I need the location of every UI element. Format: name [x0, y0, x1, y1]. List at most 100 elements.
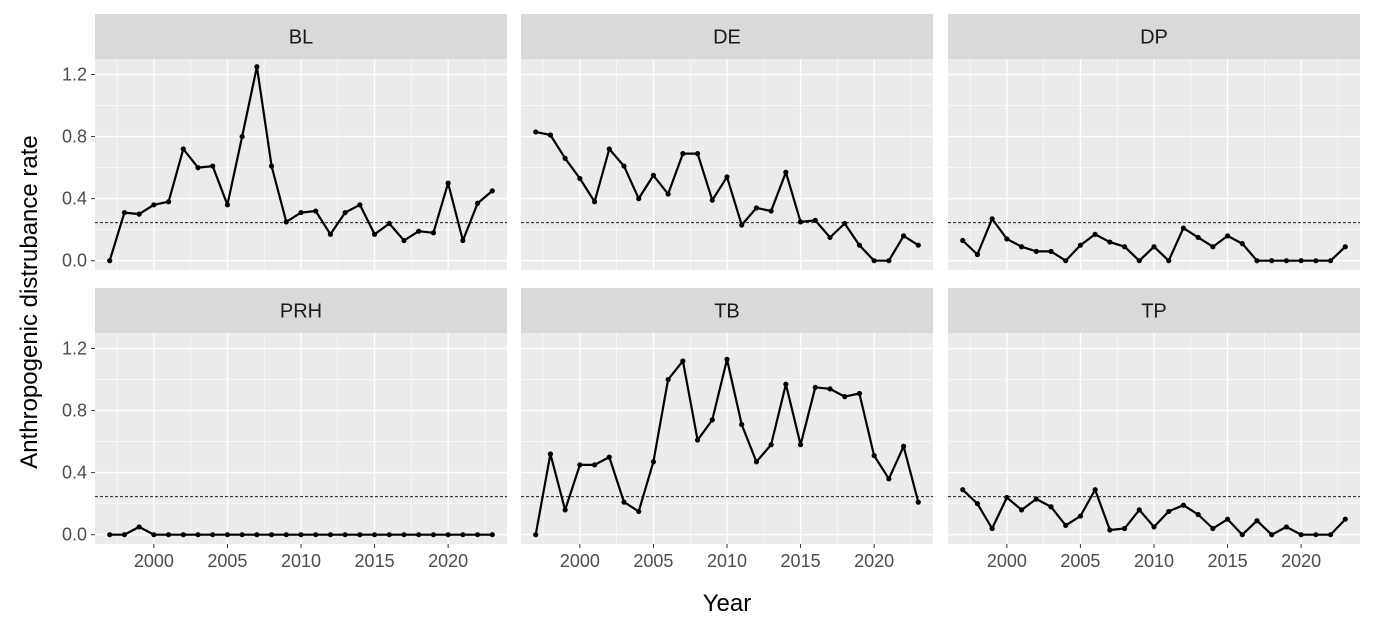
data-point: [871, 452, 877, 459]
data-point: [254, 532, 260, 538]
data-point: [827, 386, 833, 392]
data-point: [547, 132, 554, 138]
data-point: [401, 237, 407, 244]
data-point: [1063, 522, 1069, 528]
data-point: [283, 219, 289, 225]
data-point: [210, 532, 216, 538]
data-point: [416, 228, 422, 234]
data-point: [1136, 507, 1142, 513]
facet-strip: [521, 288, 933, 333]
x-axis-title: Year: [703, 590, 752, 617]
data-point: [151, 532, 157, 538]
data-point: [886, 258, 892, 264]
data-point: [915, 242, 921, 248]
data-point: [591, 462, 598, 468]
x-tick-label: 2005: [633, 551, 673, 571]
data-point: [591, 199, 598, 205]
data-point: [1180, 225, 1187, 231]
data-point: [547, 451, 554, 457]
data-point: [460, 532, 466, 538]
data-point: [812, 384, 818, 390]
y-tick-label: 0.4: [62, 189, 87, 209]
x-tick-label: 2005: [1060, 551, 1100, 571]
data-point: [1239, 241, 1245, 247]
data-point: [1018, 244, 1025, 250]
data-point: [136, 524, 142, 530]
data-point: [342, 209, 348, 216]
data-point: [342, 532, 348, 538]
y-tick-label: 1.2: [62, 339, 87, 359]
data-point: [1327, 258, 1334, 264]
data-point: [1077, 513, 1084, 519]
data-point: [489, 532, 495, 538]
data-point: [416, 532, 422, 538]
data-point: [533, 532, 539, 538]
facet-de: DE: [521, 14, 933, 270]
data-point: [900, 233, 907, 239]
y-tick-label: 0.0: [62, 525, 87, 545]
data-point: [1077, 242, 1084, 248]
x-tick-label: 2010: [1134, 551, 1174, 571]
data-point: [445, 180, 451, 186]
data-point: [1151, 524, 1157, 530]
data-point: [739, 222, 745, 228]
data-point: [460, 237, 466, 244]
data-point: [1166, 508, 1172, 515]
data-point: [974, 501, 981, 507]
data-point: [1239, 532, 1245, 538]
x-tick-label: 2000: [134, 551, 174, 571]
data-point: [1224, 233, 1231, 239]
data-point: [960, 237, 966, 244]
data-point: [1107, 527, 1113, 533]
data-point: [386, 532, 392, 538]
data-point: [1254, 258, 1260, 264]
x-tick-label: 2020: [428, 551, 468, 571]
data-point: [562, 507, 568, 513]
facet-label: BL: [289, 27, 313, 49]
data-point: [239, 532, 245, 538]
x-tick-label: 2015: [355, 551, 395, 571]
data-point: [1298, 258, 1304, 264]
data-point: [900, 443, 907, 449]
data-point: [165, 199, 172, 205]
data-point: [1298, 532, 1304, 538]
data-point: [1342, 244, 1348, 250]
facet-tb: TB 2000 2005 2010 2015 2020: [521, 288, 933, 571]
data-point: [224, 202, 231, 208]
data-point: [268, 532, 275, 538]
data-point: [665, 191, 671, 197]
data-point: [151, 202, 157, 208]
data-point: [636, 508, 642, 515]
data-point: [1033, 496, 1039, 502]
data-point: [739, 421, 745, 428]
data-point: [974, 251, 981, 258]
data-point: [842, 394, 848, 400]
y-tick-label: 0.4: [62, 463, 87, 483]
data-point: [283, 532, 289, 538]
data-point: [768, 208, 774, 214]
data-point: [753, 205, 760, 211]
data-point: [298, 209, 304, 216]
data-point: [1004, 494, 1010, 501]
facet-dp: DP: [948, 14, 1360, 270]
data-point: [783, 169, 789, 175]
data-point: [724, 174, 730, 180]
data-point: [621, 163, 627, 169]
data-point: [1283, 524, 1290, 530]
data-point: [753, 459, 760, 465]
data-point: [1121, 244, 1128, 250]
x-tick-label: 2015: [781, 551, 821, 571]
data-point: [577, 462, 583, 468]
y-tick-label: 0.0: [62, 251, 87, 271]
data-point: [1210, 525, 1216, 532]
data-point: [1254, 518, 1260, 524]
data-point: [797, 219, 804, 225]
x-tick-label: 2010: [281, 551, 321, 571]
data-point: [1195, 511, 1201, 518]
data-point: [180, 146, 186, 152]
data-point: [1269, 532, 1275, 538]
facet-strip: [948, 14, 1360, 59]
data-point: [709, 417, 715, 423]
data-point: [1180, 502, 1187, 508]
facet-tp: TP 2000 2005 2010 2015 2020: [948, 288, 1360, 571]
